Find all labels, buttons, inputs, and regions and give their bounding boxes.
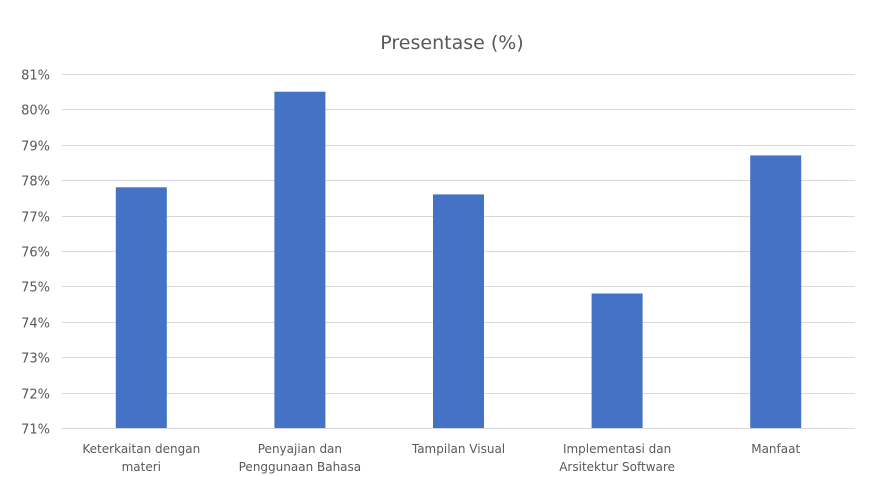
y-tick-label: 71% [21, 423, 50, 438]
y-tick-label: 75% [21, 281, 50, 296]
x-axis-category-labels: Keterkaitan dengan materi Penyajian dan Pen… [82, 442, 800, 474]
x-category-label: Keterkaitan dengan materi [82, 442, 200, 474]
y-tick-label: 78% [21, 175, 50, 190]
bar [433, 194, 484, 428]
bar [750, 155, 802, 428]
y-tick-label: 77% [21, 211, 50, 226]
bars [115, 91, 802, 428]
x-category-label: Implementasi dan Arsitektur Software [559, 442, 675, 474]
y-tick-label: 80% [21, 104, 50, 119]
y-tick-label: 73% [21, 352, 50, 367]
bar [274, 91, 326, 428]
y-tick-label: 74% [21, 317, 50, 332]
y-tick-label: 76% [21, 246, 50, 261]
y-tick-label: 81% [21, 69, 50, 84]
y-tick-label: 72% [21, 388, 50, 403]
bar [115, 187, 167, 428]
x-category-label: Penyajian dan Penggunaan Bahasa [239, 442, 362, 474]
x-category-label: Tampilan Visual [411, 442, 505, 456]
bar [591, 293, 643, 428]
y-tick-label: 79% [21, 140, 50, 155]
chart-title: Presentase (%) [380, 32, 523, 54]
y-axis-tick-labels: 71% 72% 73% 74% 75% 76% 77% 78% 79% 80% 81% [21, 69, 50, 438]
x-category-label: Manfaat [751, 442, 800, 456]
